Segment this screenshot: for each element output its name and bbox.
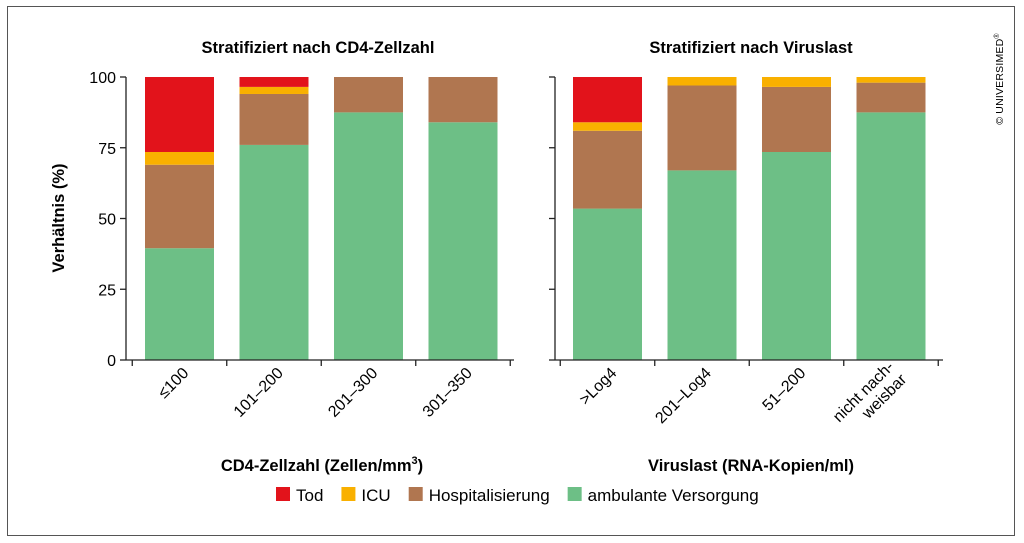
legend-label-hospitalisierung: Hospitalisierung xyxy=(429,486,550,505)
copyright-registered-mark: ® xyxy=(993,33,1001,39)
legend-swatch-hospitalisierung xyxy=(408,487,423,501)
right-panel-title: Stratifiziert nach Viruslast xyxy=(649,39,853,57)
right-category-label-3: 51–200 xyxy=(760,365,810,415)
copyright-text: © UNIVERSIMED® xyxy=(993,33,1006,125)
left-bar-2-tod xyxy=(239,77,309,87)
copyright-main: © UNIVERSIMED xyxy=(994,38,1006,124)
left-category-label-3-line-1: 201–300 xyxy=(325,365,381,421)
left-bar-4-ambulante-versorgung xyxy=(428,122,498,360)
legend-label-tod: Tod xyxy=(296,486,323,505)
right-panel: >Log4 201–Log4 51–200 nicht nach-weisbar xyxy=(549,76,943,439)
figure-frame xyxy=(7,6,1015,536)
right-category-label-3-line-1: 51–200 xyxy=(760,365,810,415)
y-tick-label-50: 50 xyxy=(98,212,116,229)
y-tick-label-0: 0 xyxy=(107,353,116,370)
legend-swatch-ambulante-versorgung xyxy=(567,487,582,501)
left-category-label-1: ≤100 xyxy=(155,365,192,402)
left-x-axis-title-sup: 3 xyxy=(412,455,418,467)
right-category-label-2-line-1: 201–Log4 xyxy=(652,365,714,427)
legend-swatch-icu xyxy=(341,487,356,501)
right-bar-1-hospitalisierung xyxy=(573,130,642,209)
left-panel: 0 25 50 75 100 ≤100 101–200 201–300 301–350 xyxy=(89,70,514,421)
right-bar-2-hospitalisierung xyxy=(667,85,737,171)
left-category-label-2: 101–200 xyxy=(231,365,287,421)
left-category-label-4-line-1: 301–350 xyxy=(420,365,476,421)
right-x-axis-title: Viruslast (RNA-Kopien/ml) xyxy=(648,457,854,475)
left-bar-3-hospitalisierung xyxy=(334,77,403,113)
right-bar-1-ambulante-versorgung xyxy=(573,208,642,360)
left-category-label-2-line-1: 101–200 xyxy=(231,365,287,421)
left-category-label-4: 301–350 xyxy=(420,365,476,421)
right-bar-3-icu xyxy=(762,77,831,87)
y-tick-label-25: 25 xyxy=(98,282,116,299)
right-category-label-2: 201–Log4 xyxy=(652,365,714,427)
right-bar-2-ambulante-versorgung xyxy=(667,170,737,360)
left-bar-1-hospitalisierung xyxy=(145,164,214,249)
right-bar-1-tod xyxy=(573,77,642,123)
legend-label-icu: ICU xyxy=(361,486,390,505)
left-bar-2-ambulante-versorgung xyxy=(239,144,309,360)
right-category-label-1: >Log4 xyxy=(577,365,621,409)
right-bar-3-ambulante-versorgung xyxy=(762,151,831,360)
left-x-axis-title: CD4-Zellzahl (Zellen/mm3) xyxy=(221,455,423,475)
legend: Tod ICU Hospitalisierung ambulante Versorgu… xyxy=(276,486,759,505)
left-category-label-3: 201–300 xyxy=(325,365,381,421)
left-bar-1-tod xyxy=(145,77,214,152)
legend-swatch-tod xyxy=(276,487,290,501)
left-category-label-1-line-1: ≤100 xyxy=(155,365,192,402)
right-bar-3-hospitalisierung xyxy=(762,86,831,152)
right-bar-2-icu xyxy=(667,77,737,86)
right-bar-4-icu xyxy=(856,77,926,83)
right-bar-4-ambulante-versorgung xyxy=(856,112,926,360)
left-bar-2-icu xyxy=(239,86,309,94)
left-bar-1-ambulante-versorgung xyxy=(145,248,214,360)
left-x-axis-title-main: CD4-Zellzahl (Zellen/mm xyxy=(221,457,412,475)
left-panel-title: Stratifiziert nach CD4-Zellzahl xyxy=(202,39,435,57)
right-category-label-4: nicht nach-weisbar xyxy=(830,358,911,439)
left-bar-1-icu xyxy=(145,151,214,165)
y-tick-label-75: 75 xyxy=(98,141,116,158)
right-bar-4-hospitalisierung xyxy=(856,82,926,113)
left-bar-4-hospitalisierung xyxy=(428,77,498,123)
y-axis-title: Verhältnis (%) xyxy=(50,163,68,272)
right-category-label-1-line-1: >Log4 xyxy=(577,365,621,409)
left-x-axis-title-end: ) xyxy=(418,457,424,475)
left-bar-2-hospitalisierung xyxy=(239,93,309,145)
left-bar-3-ambulante-versorgung xyxy=(334,112,403,360)
legend-label-ambulante-versorgung: ambulante Versorgung xyxy=(588,486,759,505)
right-bar-1-icu xyxy=(573,122,642,131)
y-tick-label-100: 100 xyxy=(89,70,116,87)
